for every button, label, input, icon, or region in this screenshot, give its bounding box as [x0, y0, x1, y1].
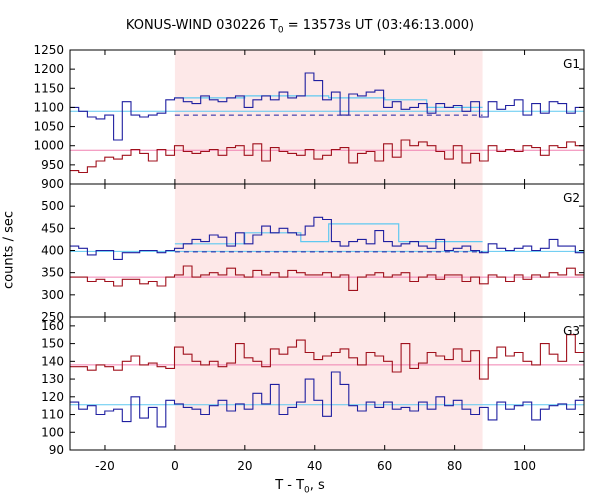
y-tick-label: 400: [41, 244, 64, 258]
y-tick-label: 1000: [33, 139, 64, 153]
red-series-g2: [70, 265, 584, 291]
y-tick-label: 1150: [33, 81, 64, 95]
x-tick-label: 100: [513, 459, 536, 473]
panel-frame-g3: [69, 316, 585, 451]
y-tick-label: 1250: [33, 43, 64, 57]
y-tick-label: 120: [41, 390, 64, 404]
x-tick-label: -20: [95, 459, 115, 473]
blue-series-g2: [70, 216, 584, 260]
y-tick-label: 140: [41, 354, 64, 368]
y-tick-label: 130: [41, 372, 64, 386]
y-tick-label: 150: [41, 337, 64, 351]
chart-title: KONUS-WIND 030226 T0 = 13573s UT (03:46:…: [125, 18, 475, 36]
x-tick-label: 0: [171, 459, 179, 473]
blue-series-g1: [70, 72, 584, 141]
highlight-interval: [174, 50, 483, 184]
red-series-g1: [70, 139, 584, 174]
y-tick-label: 950: [41, 158, 64, 172]
y-axis-label: counts / sec: [1, 210, 17, 290]
x-tick-label: 60: [377, 459, 392, 473]
y-tick-label: 100: [41, 425, 64, 439]
blue-fit-curve: [174, 223, 483, 245]
y-tick-label: 1050: [33, 120, 64, 134]
y-tick-label: 900: [41, 177, 64, 191]
y-tick-label: 110: [41, 408, 64, 422]
blue-series-g3: [70, 371, 584, 428]
y-tick-label: 90: [49, 443, 64, 457]
highlight-interval: [174, 184, 483, 317]
panel-label: G2: [563, 191, 580, 205]
y-tick-label: 450: [41, 221, 64, 235]
x-tick-label: 40: [307, 459, 322, 473]
y-tick-label: 160: [41, 319, 64, 333]
y-tick-label: 350: [41, 266, 64, 280]
y-tick-label: 250: [41, 310, 64, 324]
x-tick-label: 20: [237, 459, 252, 473]
y-tick-label: 300: [41, 288, 64, 302]
panel-label: G1: [563, 57, 580, 71]
panel-label: G3: [563, 324, 580, 338]
highlight-interval: [174, 317, 483, 450]
y-tick-label: 500: [41, 199, 64, 213]
x-tick-label: 80: [447, 459, 462, 473]
y-tick-label: 1200: [33, 62, 64, 76]
x-axis-label: T - T0, s: [275, 478, 325, 496]
red-series-g3: [70, 334, 584, 380]
y-tick-label: 1100: [33, 100, 64, 114]
